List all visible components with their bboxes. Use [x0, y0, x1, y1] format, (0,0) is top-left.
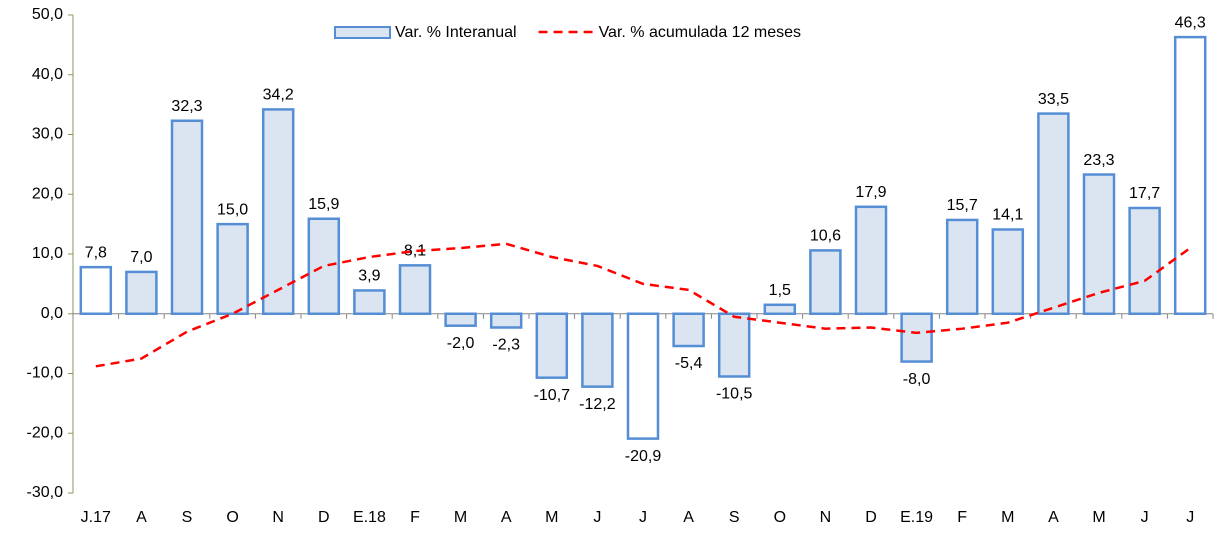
bar: [125, 270, 158, 315]
x-tick-label: A: [1048, 509, 1059, 526]
bar: [261, 108, 295, 315]
data-label: 1,5: [769, 282, 791, 299]
bar: [991, 228, 1025, 315]
y-tick-label: -30,0: [27, 484, 64, 501]
data-label: 7,8: [85, 244, 107, 261]
x-tick-label: M: [454, 509, 467, 526]
x-tick-label: J: [1141, 509, 1149, 526]
bar: [1173, 35, 1207, 315]
x-tick-label: D: [865, 509, 877, 526]
bar: [581, 312, 614, 388]
bar: [1128, 206, 1161, 315]
x-tick-label: J.17: [81, 509, 111, 526]
x-tick-label: O: [226, 509, 238, 526]
bar: [216, 222, 249, 315]
data-label: -10,7: [534, 387, 571, 404]
legend-swatch: [334, 26, 391, 39]
bar: [398, 264, 432, 316]
y-tick-label: -10,0: [27, 365, 64, 382]
x-tick-label: M: [1001, 509, 1014, 526]
x-tick-label: F: [410, 509, 420, 526]
line: [95, 242, 1191, 368]
data-label: 46,3: [1175, 14, 1206, 31]
bar: [170, 119, 204, 315]
data-label: 10,6: [810, 228, 841, 245]
bar: [626, 312, 660, 440]
x-tick-label: O: [774, 509, 786, 526]
x-tick-label: S: [729, 509, 740, 526]
x-tick-label: A: [683, 509, 694, 526]
data-label: 32,3: [171, 98, 202, 115]
data-label: -8,0: [903, 371, 931, 388]
data-label: 17,9: [855, 184, 886, 201]
y-tick-label: 20,0: [32, 185, 63, 202]
y-tick-label: 30,0: [32, 126, 63, 143]
bar: [535, 312, 569, 379]
y-tick-label: 10,0: [32, 245, 63, 262]
x-tick-label: D: [318, 509, 330, 526]
x-tick-label: A: [136, 509, 147, 526]
data-label: 7,0: [130, 249, 152, 266]
y-tick-label: 50,0: [32, 6, 63, 23]
bar: [854, 205, 888, 315]
y-tick-label: 40,0: [32, 66, 63, 83]
x-tick-label: M: [545, 509, 558, 526]
bar: [1037, 112, 1070, 316]
bar: [717, 312, 751, 378]
data-label: 15,7: [947, 197, 978, 214]
data-label: 14,1: [992, 207, 1023, 224]
legend-label: Var. % Interanual: [395, 24, 517, 41]
data-label: -12,2: [579, 396, 616, 413]
x-tick-label: J: [1186, 509, 1194, 526]
y-tick-label: 0,0: [41, 305, 63, 322]
bar: [489, 312, 523, 329]
data-label: -20,9: [625, 448, 662, 465]
bar: [945, 218, 979, 316]
bar: [307, 217, 341, 315]
legend-label: Var. % acumulada 12 meses: [599, 24, 801, 41]
data-label: -10,5: [716, 386, 753, 403]
data-label: -2,3: [492, 337, 520, 354]
data-label: 3,9: [358, 268, 380, 285]
data-label: 23,3: [1083, 152, 1114, 169]
bar: [353, 289, 386, 316]
x-tick-label: N: [820, 509, 832, 526]
data-label: -2,0: [447, 335, 475, 352]
y-tick-label: -20,0: [27, 424, 64, 441]
data-label: 8,1: [404, 243, 426, 260]
x-tick-label: M: [1092, 509, 1105, 526]
bar: [672, 312, 705, 348]
x-tick-label: S: [182, 509, 193, 526]
data-label: 34,2: [263, 87, 294, 104]
bar: [900, 312, 933, 363]
x-tick-label: J: [639, 509, 647, 526]
x-tick-label: A: [501, 509, 512, 526]
x-tick-label: E.19: [900, 509, 933, 526]
bar: [809, 249, 842, 315]
data-label: 17,7: [1129, 185, 1160, 202]
x-tick-label: N: [272, 509, 284, 526]
data-label: 33,5: [1038, 91, 1069, 108]
data-label: 15,0: [217, 201, 248, 218]
data-label: 15,9: [308, 196, 339, 213]
x-tick-label: F: [957, 509, 967, 526]
bar: [79, 265, 113, 315]
bar: [763, 303, 797, 316]
bar: [444, 312, 477, 327]
bar: [1082, 173, 1116, 315]
x-tick-label: J: [593, 509, 601, 526]
x-tick-label: E.18: [353, 509, 386, 526]
data-label: -5,4: [675, 355, 703, 372]
